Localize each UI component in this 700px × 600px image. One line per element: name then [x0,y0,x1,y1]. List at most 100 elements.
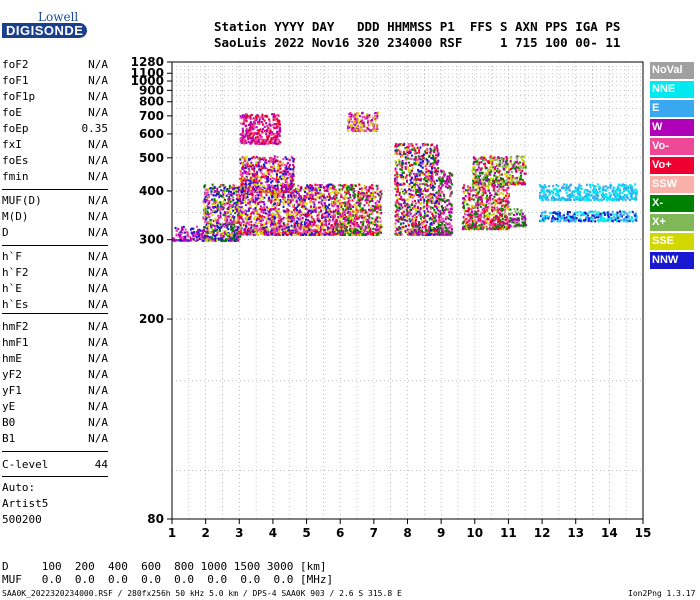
echo-point [286,212,289,215]
echo-point [426,200,428,203]
param-value: N/A [88,336,108,349]
echo-point [260,168,263,171]
echo-point [277,133,280,136]
echo-point [283,170,286,173]
echo-point [334,232,337,236]
echo-point [216,228,218,231]
echo-point [344,194,347,197]
echo-point [202,200,205,203]
echo-point [211,228,214,231]
echo-point [264,180,267,183]
echo-point [260,219,262,222]
echo-point [375,228,378,231]
echo-point [264,131,267,134]
echo-point [357,224,359,227]
echo-point [238,227,241,230]
echo-point [302,198,305,201]
echo-point [242,120,245,123]
echo-point [366,194,369,197]
param-row: hmE N/A [0,351,108,367]
echo-point [209,212,212,215]
echo-point [219,216,222,219]
echo-point [450,191,453,194]
echo-point [236,198,239,201]
echo-point [289,232,292,236]
echo-point [333,233,336,236]
echo-point [411,196,414,199]
echo-point [324,220,327,223]
echo-point [268,196,271,199]
param-row: h`E N/A [0,281,108,297]
echo-point [203,198,206,201]
echo-point [229,211,232,214]
echo-point [307,191,310,194]
echo-point [349,221,352,224]
echo-point [246,163,249,166]
echo-point [280,164,283,167]
echo-point [234,187,237,190]
echo-point [245,226,248,229]
echo-point [278,134,281,137]
echo-point [429,206,432,209]
echo-point [375,207,378,210]
echo-point [288,187,291,190]
echo-point [204,237,207,240]
echo-point [274,157,277,160]
echo-point [239,235,242,238]
echo-point [437,170,440,173]
echo-point [431,206,434,209]
echo-point [414,233,417,236]
echo-point [223,203,226,206]
echo-point [371,210,374,213]
echo-point [287,233,289,236]
echo-point [364,117,367,120]
echo-point [437,221,440,224]
echo-point [205,221,208,224]
echo-point [256,129,259,132]
echo-point [311,193,314,196]
echo-point [255,155,258,159]
echo-point [443,232,446,235]
echo-point [261,166,264,170]
echo-point [279,175,282,179]
echo-point [270,229,273,232]
echo-point [271,195,274,198]
echo-point [260,210,263,214]
echo-point [220,207,222,210]
echo-point [378,203,381,206]
echo-point [336,225,339,228]
echo-point [273,123,276,126]
echo-point [207,200,209,203]
echo-point [430,227,432,230]
echo-point [311,221,314,224]
echo-point [264,166,267,170]
echo-point [326,190,329,193]
echo-point [350,220,352,223]
echo-point [396,149,399,152]
echo-point [337,216,340,219]
echo-point [192,239,195,242]
echo-point [441,217,444,220]
echo-point [287,200,290,203]
echo-point [184,231,187,234]
echo-point [291,215,294,218]
echo-point [500,191,503,195]
echo-point [260,194,263,197]
echo-point [406,231,409,235]
echo-point [368,115,371,118]
echo-point [276,184,279,187]
echo-point [256,183,259,186]
echo-point [313,219,316,222]
echo-point [321,213,324,216]
echo-point [272,158,275,161]
echo-point [214,220,216,223]
echo-point [360,210,363,213]
echo-point [396,206,399,209]
param-value: N/A [88,106,108,119]
echo-point [344,227,347,230]
echo-point [431,176,434,179]
echo-point [422,206,425,209]
echo-point [338,224,340,227]
echo-point [369,198,372,201]
echo-point [273,113,275,116]
